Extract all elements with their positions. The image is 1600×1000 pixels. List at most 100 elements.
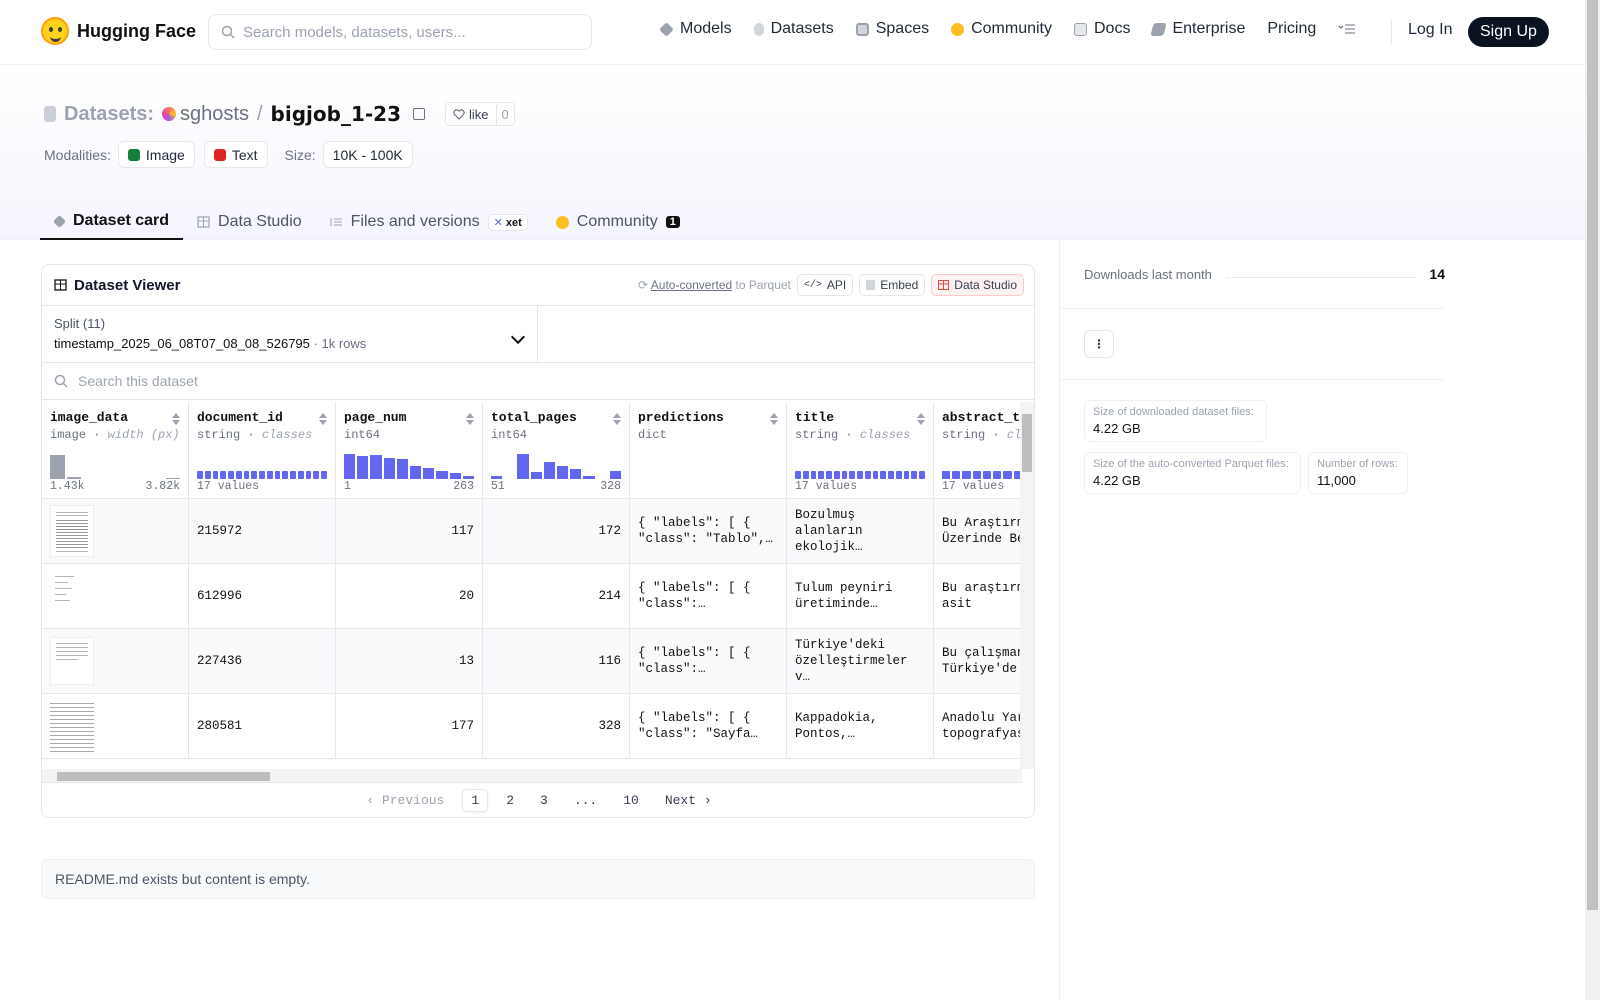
table-cell[interactable]: 177 — [336, 694, 482, 759]
tab-bar: Dataset card Data Studio Files and versi… — [40, 204, 694, 240]
table-cell[interactable]: { "labels": [ { "class":… — [630, 629, 786, 694]
table-cell[interactable]: 172 — [483, 499, 629, 564]
table-cell[interactable]: { "labels": [ { "class":… — [630, 564, 786, 629]
modality-text[interactable]: Text — [203, 141, 268, 168]
breadcrumb-user[interactable]: sghosts — [162, 103, 249, 126]
table-cell[interactable]: 280581 — [189, 694, 335, 759]
histogram — [344, 451, 475, 479]
login-link[interactable]: Log In — [1408, 21, 1453, 38]
sort-icon[interactable] — [770, 413, 778, 425]
table-cell[interactable]: Bu çalışman Türkiye'de — [934, 629, 1022, 694]
sort-icon[interactable] — [172, 413, 180, 425]
table-cell[interactable]: Bu araştırm laktik asit — [934, 564, 1022, 629]
table-cell[interactable]: 116 — [483, 629, 629, 694]
more-options-button[interactable]: ⋮ — [1084, 330, 1114, 358]
table-cell[interactable]: 117 — [336, 499, 482, 564]
table-cell[interactable]: Kappadokia, Pontos,… — [787, 694, 933, 759]
table-cell[interactable]: 20 — [336, 564, 482, 629]
global-search[interactable] — [208, 14, 592, 50]
vertical-scroll-thumb[interactable] — [1022, 414, 1032, 472]
logo[interactable]: Hugging Face — [41, 17, 196, 45]
table-cell[interactable]: 227436 — [189, 629, 335, 694]
nav-more[interactable] — [1338, 23, 1356, 35]
table-cell[interactable]: 214 — [483, 564, 629, 629]
table-cell[interactable]: 328 — [483, 694, 629, 759]
horizontal-scroll-thumb[interactable] — [57, 772, 270, 781]
column-header[interactable]: page_num int64 1 263 — [336, 402, 482, 499]
column-header[interactable]: predictions dict — [630, 402, 786, 499]
page-button[interactable]: 10 — [623, 793, 639, 808]
column-header[interactable]: total_pages int64 51 328 — [483, 402, 629, 499]
tab-files[interactable]: Files and versions ✕ xet — [316, 204, 542, 240]
page-button[interactable]: 1 — [462, 789, 489, 812]
data-studio-button[interactable]: Data Studio — [931, 274, 1024, 296]
split-selector[interactable]: Split (11) timestamp_2025_06_08T07_08_08… — [42, 306, 538, 363]
size-chip[interactable]: 10K - 100K — [322, 141, 413, 168]
dataset-search-input[interactable] — [78, 373, 478, 389]
like-count: 0 — [495, 103, 514, 125]
page-button[interactable]: 3 — [540, 793, 548, 808]
table-cell[interactable] — [42, 499, 188, 564]
like-button[interactable]: like 0 — [445, 102, 515, 126]
table-cell[interactable]: Anadolu Yar topografyas — [934, 694, 1022, 759]
auto-converted[interactable]: ⟳ Auto-converted to Parquet — [638, 278, 791, 292]
nav-community[interactable]: Community — [951, 20, 1052, 38]
table-cell[interactable]: 612996 — [189, 564, 335, 629]
table-cell[interactable]: Bu Araştırm Üzerinde Be — [934, 499, 1022, 564]
horizontal-scrollbar[interactable] — [42, 769, 1022, 783]
table-cell[interactable]: Tulum peyniri üretiminde… — [787, 564, 933, 629]
sort-icon[interactable] — [319, 413, 327, 425]
dataset-search[interactable] — [42, 363, 1034, 400]
column-header[interactable]: title string · classes 17 values — [787, 402, 933, 499]
page-scrollbar[interactable] — [1585, 0, 1600, 1000]
dataset-header: Datasets: sghosts / bigjob_1-23 like 0 M… — [0, 65, 1585, 240]
modality-image-label: Image — [145, 146, 185, 163]
column-header[interactable]: image_data image · width (px) 1.43k 3.82k — [42, 402, 188, 499]
breadcrumb: Datasets: sghosts / bigjob_1-23 like 0 — [44, 102, 515, 126]
column-header[interactable]: document_id string · classes 17 values — [189, 402, 335, 499]
sort-icon[interactable] — [466, 413, 474, 425]
table-cell[interactable]: 215972 — [189, 499, 335, 564]
nav-models[interactable]: Models — [659, 20, 732, 38]
tab-data-studio[interactable]: Data Studio — [183, 204, 316, 240]
range-min: 1.43k — [50, 480, 85, 493]
page-thumbnail — [50, 637, 94, 685]
vertical-scrollbar[interactable] — [1020, 402, 1034, 769]
sort-icon[interactable] — [613, 413, 621, 425]
class-segment — [204, 471, 211, 479]
tab-dataset-card[interactable]: Dataset card — [40, 204, 184, 240]
table-cell[interactable]: Bozulmuş alanların ekolojik… — [787, 499, 933, 564]
signup-button[interactable]: Sign Up — [1468, 17, 1549, 47]
auto-converted-link[interactable]: Auto-converted — [650, 278, 733, 292]
table-cell[interactable]: { "labels": [ { "class": "Tablo",… — [630, 499, 786, 564]
table-cell[interactable] — [42, 694, 188, 759]
nav-pricing[interactable]: Pricing — [1267, 20, 1316, 38]
nav-docs[interactable]: Docs — [1074, 20, 1130, 38]
nav-enterprise[interactable]: Enterprise — [1150, 20, 1245, 38]
column-name: total_pages — [491, 410, 577, 425]
copy-icon[interactable] — [413, 108, 425, 120]
nav-spaces[interactable]: Spaces — [855, 20, 929, 38]
dataset-name[interactable]: bigjob_1-23 — [270, 102, 401, 126]
table-cell[interactable] — [42, 629, 188, 694]
page-button[interactable]: 2 — [506, 793, 514, 808]
column-type: dict — [638, 428, 778, 442]
table-cell[interactable] — [42, 564, 188, 629]
column-header[interactable]: abstract_tr string · cla 17 values — [934, 402, 1022, 499]
modality-image[interactable]: Image — [117, 141, 195, 168]
sort-icon[interactable] — [917, 413, 925, 425]
class-segment — [826, 471, 832, 479]
table-cell[interactable]: Türkiye'deki özelleştirmeler v… — [787, 629, 933, 694]
page-thumbnail — [50, 505, 94, 557]
embed-button[interactable]: Embed — [859, 274, 926, 296]
table-cell[interactable]: { "labels": [ { "class": "Sayfa… — [630, 694, 786, 759]
page-scroll-thumb[interactable] — [1587, 0, 1598, 910]
search-input[interactable] — [243, 23, 573, 41]
tab-community[interactable]: Community 1 — [542, 204, 694, 240]
next-button[interactable]: Next › — [664, 793, 712, 808]
api-button[interactable]: </> API — [796, 274, 854, 296]
previous-button[interactable]: ‹ Previous — [366, 793, 445, 808]
table-cell[interactable]: 13 — [336, 629, 482, 694]
column-name: page_num — [344, 410, 407, 425]
nav-datasets[interactable]: Datasets — [753, 20, 834, 38]
